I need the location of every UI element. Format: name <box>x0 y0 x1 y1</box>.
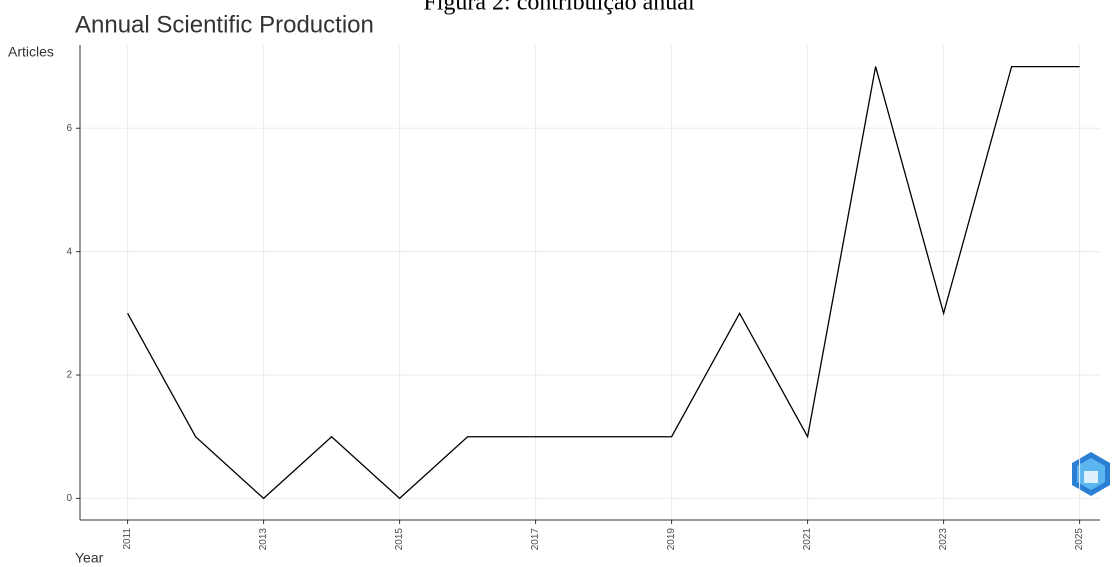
x-tick-label: 2011 <box>122 528 133 550</box>
x-tick-label: 2015 <box>394 528 405 551</box>
logo <box>1072 452 1110 496</box>
x-tick-label: 2023 <box>938 528 949 551</box>
x-tick-label: 2021 <box>802 528 813 551</box>
y-tick-label: 4 <box>66 246 72 257</box>
x-tick-label: 2017 <box>530 528 541 551</box>
y-tick-label: 6 <box>66 123 72 134</box>
x-axis-label: Year <box>75 550 104 566</box>
y-tick-label: 0 <box>66 493 72 504</box>
y-tick-label: 2 <box>66 370 72 381</box>
y-axis-label: Articles <box>8 44 54 60</box>
x-tick-label: 2025 <box>1074 528 1085 551</box>
line <box>127 65 1080 500</box>
chart-title: Annual Scientific Production <box>75 11 374 38</box>
x-tick-label: 2019 <box>666 528 677 551</box>
figure-caption: Figura 2: contribuição anual <box>423 0 695 16</box>
x-tick-label: 2013 <box>258 528 269 551</box>
